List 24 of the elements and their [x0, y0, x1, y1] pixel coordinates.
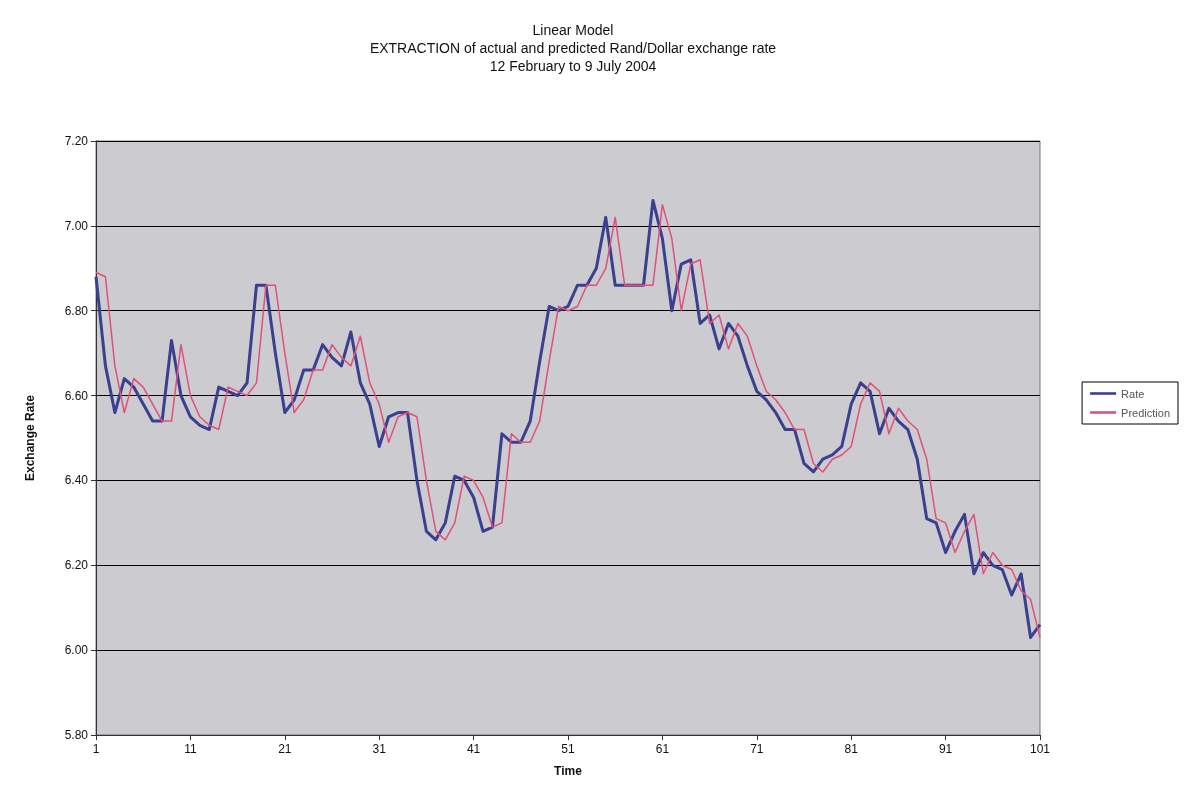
- x-tick-label: 81: [844, 742, 859, 756]
- y-tick-label: 7.20: [64, 134, 89, 148]
- y-tick-label: 6.40: [64, 473, 89, 488]
- x-tick-label: 71: [750, 742, 764, 756]
- legend-label: Rate: [1121, 387, 1145, 400]
- x-tick-label: 51: [561, 742, 575, 756]
- x-tick-label: 1: [92, 742, 100, 756]
- x-tick-label: 21: [278, 742, 292, 756]
- y-tick-label: 6.00: [64, 643, 89, 658]
- x-tick-label: 101: [1029, 742, 1051, 756]
- chart-title: Linear Model EXTRACTION of actual and predicted Rand/Dollar exchange rate 12 February to 9 July 2004: [369, 22, 777, 74]
- y-axis-title: Exchange Rate: [23, 394, 37, 482]
- y-tick-label: 6.20: [64, 558, 89, 573]
- x-tick-label: 31: [372, 742, 387, 756]
- legend-label: Prediction: [1121, 406, 1171, 419]
- x-tick-label: 11: [184, 742, 197, 756]
- x-tick-label: 91: [938, 742, 953, 756]
- x-tick-label: 61: [655, 742, 670, 756]
- y-tick-label: 6.60: [64, 388, 89, 403]
- y-tick-label: 5.80: [64, 728, 89, 742]
- x-axis-title: Time: [554, 764, 583, 778]
- y-tick-label: 6.80: [64, 303, 89, 318]
- y-tick-label: 7.00: [64, 218, 89, 233]
- x-tick-label: 41: [466, 742, 481, 756]
